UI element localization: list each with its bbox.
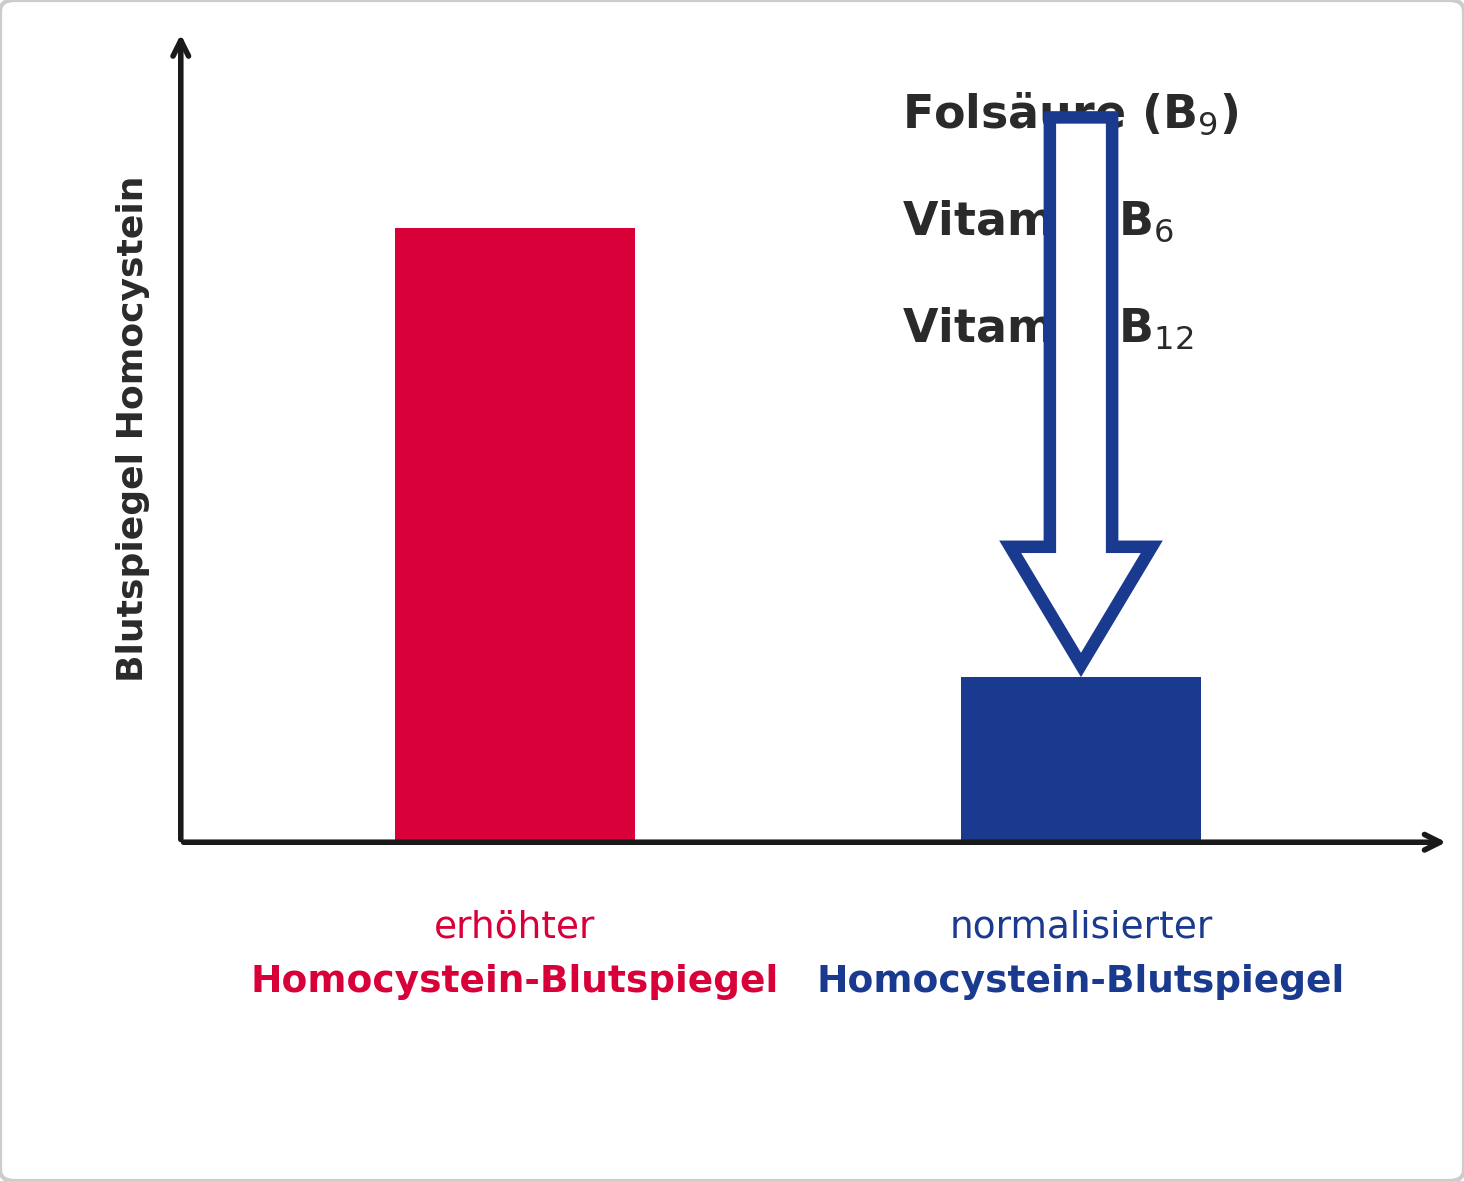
Bar [394, 228, 635, 842]
Text: Folsäure (B$_9$): Folsäure (B$_9$) [902, 91, 1239, 138]
Text: Homocystein-Blutspiegel: Homocystein-Blutspiegel [817, 965, 1345, 1000]
Text: Homocystein-Blutspiegel: Homocystein-Blutspiegel [250, 965, 779, 1000]
Bar [960, 677, 1202, 842]
Polygon shape [1010, 117, 1152, 665]
Text: erhöhter: erhöhter [433, 909, 596, 945]
Text: Blutspiegel Homocystein: Blutspiegel Homocystein [116, 175, 149, 681]
Text: Vitamin B$_6$: Vitamin B$_6$ [902, 198, 1174, 244]
Text: normalisierter: normalisierter [949, 909, 1212, 945]
Text: Vitamin B$_{12}$: Vitamin B$_{12}$ [902, 306, 1193, 353]
